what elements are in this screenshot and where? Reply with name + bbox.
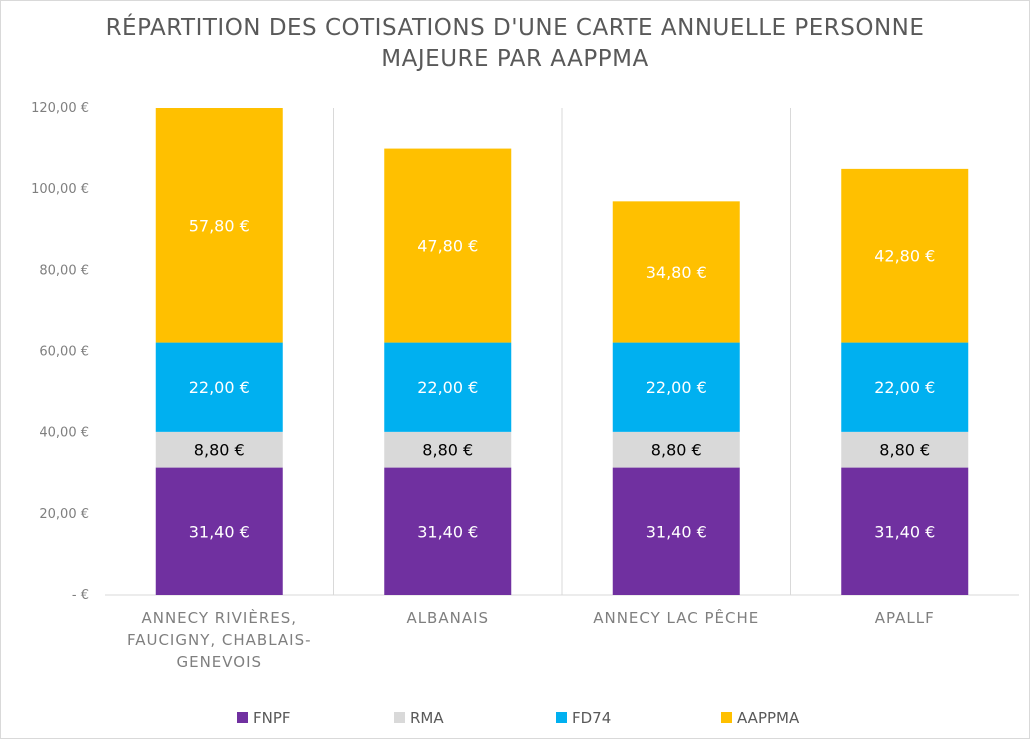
legend-label-rma: RMA <box>410 709 444 727</box>
y-tick-label: 120,00 € <box>31 101 89 116</box>
legend-label-fnpf: FNPF <box>253 709 291 727</box>
data-label-fnpf: 31,40 € <box>417 522 478 541</box>
bar-segment-fd74 <box>155 342 283 432</box>
x-category-label: FAUCIGNY, CHABLAIS- <box>127 631 312 649</box>
y-tick-label: 40,00 € <box>39 426 89 441</box>
data-label-aappma: 34,80 € <box>646 263 707 282</box>
bar-segment-fd74 <box>841 342 969 432</box>
data-label-fd74: 22,00 € <box>417 378 478 397</box>
y-tick-label: 80,00 € <box>39 263 89 278</box>
y-tick-label: 20,00 € <box>39 507 89 522</box>
bar-segment-fnpf <box>384 467 512 595</box>
y-tick-label: - € <box>72 588 89 603</box>
legend-swatch-rma <box>394 712 405 723</box>
data-label-fnpf: 31,40 € <box>646 522 707 541</box>
bar-segment-aappma <box>612 201 740 343</box>
data-label-fnpf: 31,40 € <box>189 522 250 541</box>
data-label-aappma: 42,80 € <box>874 247 935 266</box>
bar-segment-aappma <box>384 148 512 343</box>
legend-swatch-fd74 <box>556 712 567 723</box>
bar-segment-rma <box>841 431 969 468</box>
x-category-label: GENEVOIS <box>176 653 262 671</box>
data-label-rma: 8,80 € <box>422 441 473 460</box>
legend-swatch-fnpf <box>237 712 248 723</box>
data-label-fd74: 22,00 € <box>874 378 935 397</box>
y-tick-label: 60,00 € <box>39 345 89 360</box>
bar-segment-fd74 <box>384 342 512 432</box>
data-label-rma: 8,80 € <box>879 441 930 460</box>
data-label-rma: 8,80 € <box>194 441 245 460</box>
data-label-aappma: 47,80 € <box>417 237 478 256</box>
data-label-aappma: 57,80 € <box>189 216 250 235</box>
bar-segment-rma <box>612 431 740 468</box>
x-category-label: ANNECY RIVIÈRES, <box>141 608 297 627</box>
bar-segment-rma <box>155 431 283 468</box>
legend-label-fd74: FD74 <box>572 709 611 727</box>
bar-segment-fnpf <box>612 467 740 595</box>
x-category-label: APALLF <box>875 609 935 627</box>
chart-title: RÉPARTITION DES COTISATIONS D'UNE CARTE … <box>1 13 1029 75</box>
bar-segment-fd74 <box>612 342 740 432</box>
data-label-fd74: 22,00 € <box>189 378 250 397</box>
bar-segment-aappma <box>155 108 283 343</box>
data-label-rma: 8,80 € <box>651 441 702 460</box>
legend-swatch-aappma <box>721 712 732 723</box>
data-label-fnpf: 31,40 € <box>874 522 935 541</box>
chart-title-line-2: MAJEURE PAR AAPPMA <box>381 46 649 72</box>
chart-title-line-1: RÉPARTITION DES COTISATIONS D'UNE CARTE … <box>105 15 925 41</box>
y-tick-label: 100,00 € <box>31 182 89 197</box>
x-category-label: ANNECY LAC PÊCHE <box>593 608 759 627</box>
bar-segment-aappma <box>841 168 969 343</box>
bar-segment-fnpf <box>155 467 283 595</box>
bar-segment-fnpf <box>841 467 969 595</box>
x-category-label: ALBANAIS <box>406 609 489 627</box>
bar-segment-rma <box>384 431 512 468</box>
legend-label-aappma: AAPPMA <box>737 709 800 727</box>
data-label-fd74: 22,00 € <box>646 378 707 397</box>
